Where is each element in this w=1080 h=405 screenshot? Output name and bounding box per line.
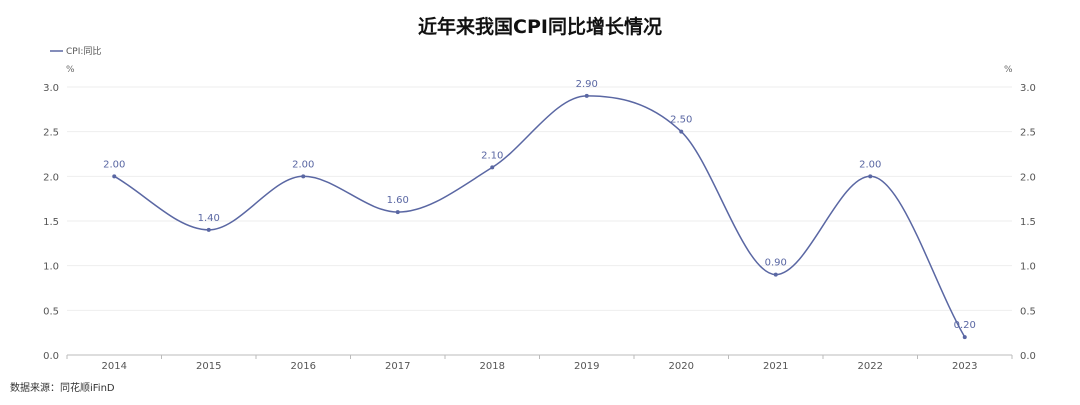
data-point-2017[interactable] — [395, 210, 400, 215]
data-label-2023: 0.20 — [954, 320, 976, 331]
y-tick-label-left: 2.0 — [43, 172, 59, 183]
data-label-2018: 2.10 — [481, 150, 503, 161]
y-tick-label-right: 0.5 — [1020, 306, 1036, 317]
y-tick-label-left: 0.5 — [43, 306, 59, 317]
x-tick-label: 2016 — [291, 361, 316, 372]
y-tick-label-right: 0.0 — [1020, 351, 1036, 362]
x-tick-label: 2021 — [763, 361, 788, 372]
data-points — [112, 93, 967, 340]
data-point-2022[interactable] — [868, 174, 873, 179]
data-point-2016[interactable] — [301, 174, 306, 179]
data-label-2017: 1.60 — [387, 195, 409, 206]
x-tick-label: 2015 — [196, 361, 221, 372]
x-tick-label: 2017 — [385, 361, 410, 372]
y-tick-label-left: 0.0 — [43, 351, 59, 362]
y-tick-label-left: 2.5 — [43, 128, 59, 139]
x-tick-label: 2019 — [574, 361, 599, 372]
x-axis: 2014 2015 2016 2017 2018 2019 2020 2021 2022 2023 — [66, 354, 1013, 372]
data-labels: 2.00 1.40 2.00 1.60 2.10 2.90 2.50 0.90 2.00 0.20 — [103, 79, 976, 331]
data-label-2014: 2.00 — [103, 159, 125, 170]
legend-label: CPI:同比 — [66, 45, 101, 57]
y-tick-label-left: 1.0 — [43, 262, 59, 273]
y-tick-label-right: 1.0 — [1020, 262, 1036, 273]
x-tick-label: 2023 — [952, 361, 977, 372]
data-label-2015: 1.40 — [198, 213, 220, 224]
grid-lines — [67, 86, 1012, 311]
y-tick-label-left: 1.5 — [43, 217, 59, 228]
data-point-2018[interactable] — [490, 165, 495, 170]
series-line-cpi — [113, 95, 966, 338]
data-label-2022: 2.00 — [859, 159, 881, 170]
data-label-2016: 2.00 — [292, 159, 314, 170]
y-tick-label-right: 1.5 — [1020, 217, 1036, 228]
y-tick-label-right: 3.0 — [1020, 83, 1036, 94]
data-point-2014[interactable] — [112, 174, 117, 179]
data-point-2020[interactable] — [679, 129, 684, 134]
data-point-2021[interactable] — [773, 272, 778, 277]
y-axis-left: 0.0 0.5 1.0 1.5 2.0 2.5 3.0 — [43, 83, 59, 362]
x-tick-label: 2022 — [858, 361, 883, 372]
y-axis-unit-right: % — [1004, 65, 1013, 75]
data-label-2019: 2.90 — [576, 79, 598, 90]
x-tick-label: 2018 — [480, 361, 505, 372]
source-note: 数据来源：同花顺iFinD — [10, 381, 115, 394]
y-axis-unit-left: % — [66, 65, 75, 75]
x-tick-label: 2020 — [669, 361, 694, 372]
data-point-2023[interactable] — [962, 335, 967, 340]
chart-title: 近年来我国CPI同比增长情况 — [418, 15, 662, 38]
x-tick-label: 2014 — [102, 361, 127, 372]
y-tick-label-right: 2.0 — [1020, 172, 1036, 183]
legend[interactable]: CPI:同比 — [50, 45, 101, 57]
y-axis-right: 0.0 0.5 1.0 1.5 2.0 2.5 3.0 — [1020, 83, 1036, 362]
data-label-2021: 0.90 — [765, 258, 787, 269]
data-label-2020: 2.50 — [670, 115, 692, 126]
y-tick-label-left: 3.0 — [43, 83, 59, 94]
data-point-2019[interactable] — [584, 93, 589, 98]
data-point-2015[interactable] — [206, 227, 211, 232]
y-tick-label-right: 2.5 — [1020, 128, 1036, 139]
